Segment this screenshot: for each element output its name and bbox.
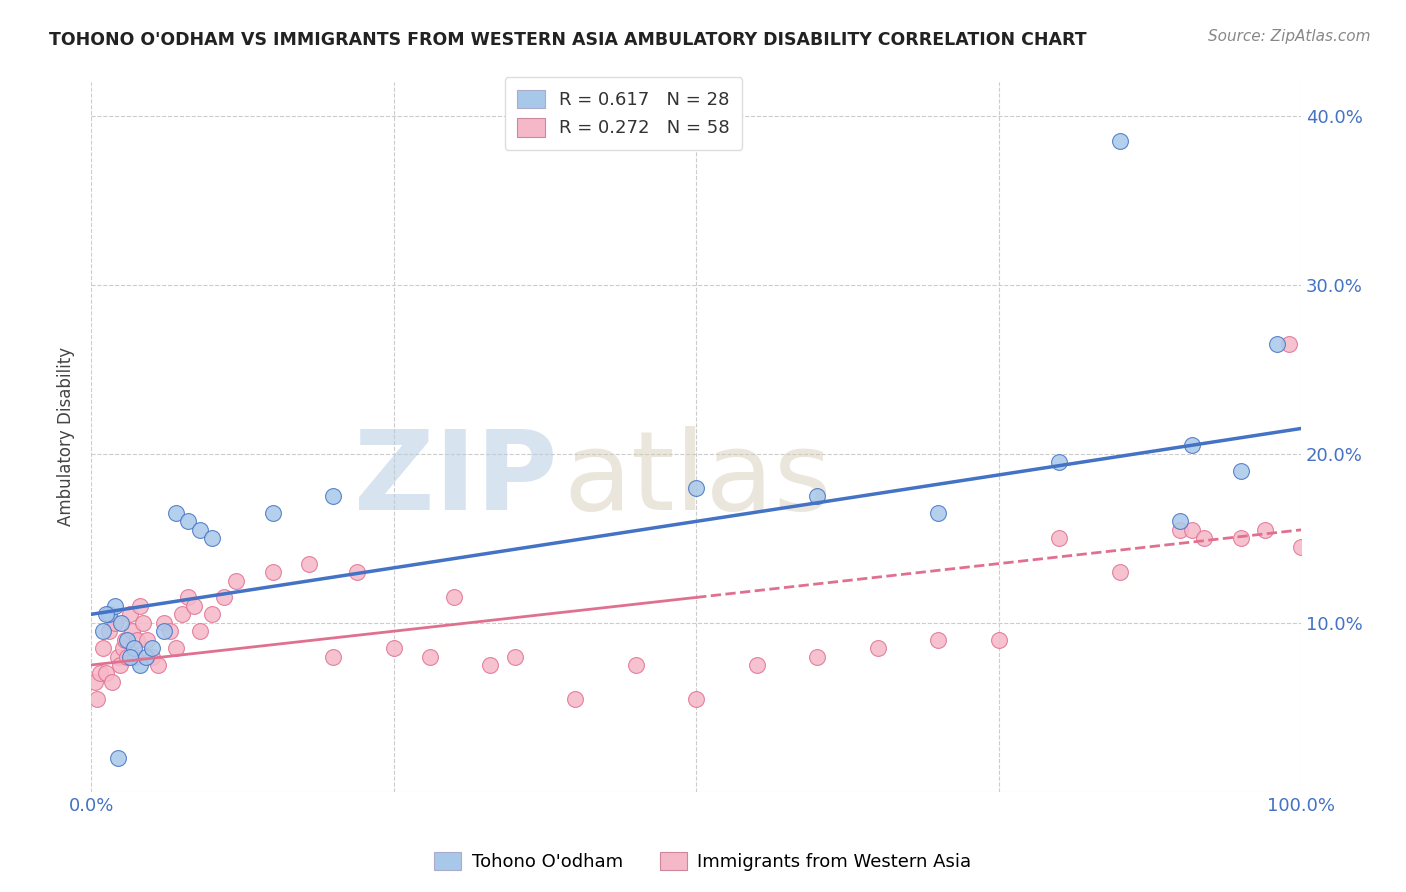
Point	[1229, 464, 1251, 478]
Point	[146, 658, 169, 673]
Y-axis label: Ambulatory Disability: Ambulatory Disability	[58, 347, 75, 526]
Point	[1047, 531, 1070, 545]
Point	[108, 658, 131, 673]
Point	[201, 531, 224, 545]
Point	[188, 624, 211, 639]
Point	[121, 624, 143, 639]
Point	[503, 649, 526, 664]
Point	[685, 691, 707, 706]
Point	[114, 632, 136, 647]
Point	[212, 591, 235, 605]
Point	[1168, 515, 1191, 529]
Point	[117, 649, 139, 664]
Point	[165, 641, 187, 656]
Point	[987, 632, 1010, 647]
Point	[188, 523, 211, 537]
Point	[135, 632, 157, 647]
Point	[201, 607, 224, 622]
Point	[745, 658, 768, 673]
Point	[91, 641, 114, 656]
Point	[1108, 134, 1130, 148]
Point	[107, 649, 129, 664]
Point	[1289, 540, 1312, 554]
Point	[124, 649, 146, 664]
Point	[122, 641, 145, 656]
Point	[183, 599, 205, 613]
Legend: R = 0.617   N = 28, R = 0.272   N = 58: R = 0.617 N = 28, R = 0.272 N = 58	[505, 77, 742, 150]
Point	[443, 591, 465, 605]
Point	[346, 565, 368, 579]
Point	[86, 691, 108, 706]
Point	[135, 649, 157, 664]
Point	[624, 658, 647, 673]
Point	[866, 641, 889, 656]
Point	[152, 615, 174, 630]
Point	[1047, 455, 1070, 469]
Point	[165, 506, 187, 520]
Point	[141, 641, 163, 656]
Text: ZIP: ZIP	[354, 426, 557, 533]
Point	[927, 506, 949, 520]
Point	[298, 557, 321, 571]
Point	[118, 607, 141, 622]
Point	[128, 599, 150, 613]
Point	[170, 607, 193, 622]
Point	[382, 641, 405, 656]
Point	[177, 591, 200, 605]
Point	[91, 624, 114, 639]
Point	[104, 615, 127, 630]
Point	[141, 649, 163, 664]
Point	[152, 624, 174, 639]
Point	[89, 666, 111, 681]
Point	[104, 599, 127, 613]
Point	[322, 489, 344, 503]
Text: Source: ZipAtlas.com: Source: ZipAtlas.com	[1208, 29, 1371, 44]
Point	[128, 658, 150, 673]
Point	[94, 666, 117, 681]
Point	[111, 641, 134, 656]
Point	[685, 481, 707, 495]
Text: atlas: atlas	[562, 426, 831, 533]
Text: TOHONO O'ODHAM VS IMMIGRANTS FROM WESTERN ASIA AMBULATORY DISABILITY CORRELATION: TOHONO O'ODHAM VS IMMIGRANTS FROM WESTER…	[49, 31, 1087, 49]
Point	[110, 615, 132, 630]
Point	[1194, 531, 1216, 545]
Point	[564, 691, 586, 706]
Point	[927, 632, 949, 647]
Point	[94, 607, 117, 622]
Point	[1265, 337, 1288, 351]
Point	[107, 751, 129, 765]
Point	[262, 506, 284, 520]
Point	[1181, 523, 1204, 537]
Point	[225, 574, 247, 588]
Point	[127, 632, 149, 647]
Point	[1254, 523, 1277, 537]
Point	[100, 674, 122, 689]
Point	[806, 489, 828, 503]
Point	[98, 607, 121, 622]
Point	[159, 624, 181, 639]
Point	[1229, 531, 1251, 545]
Point	[322, 649, 344, 664]
Point	[118, 649, 141, 664]
Point	[1181, 438, 1204, 452]
Point	[1168, 523, 1191, 537]
Point	[177, 515, 200, 529]
Point	[262, 565, 284, 579]
Point	[132, 615, 155, 630]
Point	[98, 624, 121, 639]
Point	[1108, 565, 1130, 579]
Point	[806, 649, 828, 664]
Legend: Tohono O'odham, Immigrants from Western Asia: Tohono O'odham, Immigrants from Western …	[427, 845, 979, 879]
Point	[479, 658, 502, 673]
Point	[117, 632, 139, 647]
Point	[419, 649, 441, 664]
Point	[1278, 337, 1301, 351]
Point	[83, 674, 105, 689]
